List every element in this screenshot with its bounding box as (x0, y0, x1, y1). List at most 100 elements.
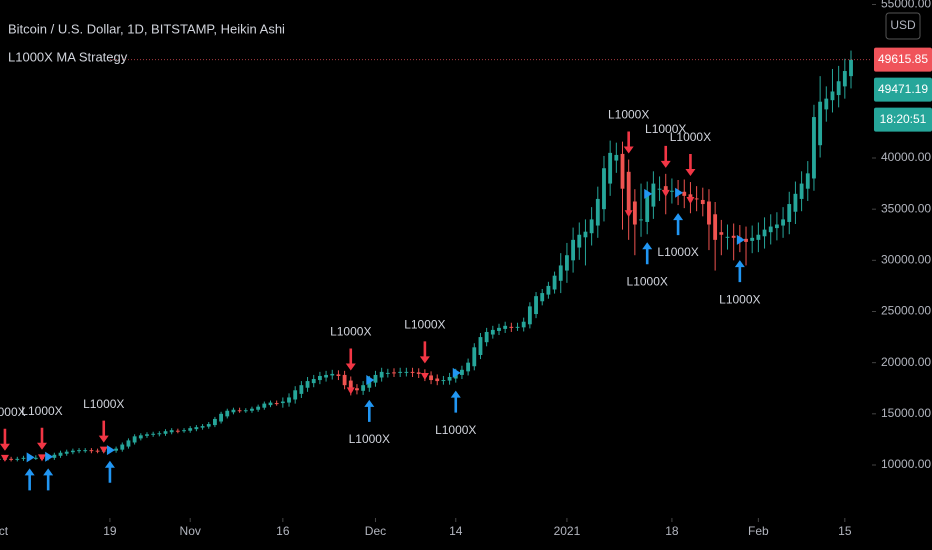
signal-label: L1000X (21, 404, 62, 418)
candle-body (95, 450, 100, 452)
candle-body (336, 374, 341, 376)
sell-arrow (685, 154, 696, 177)
sell-arrow (345, 348, 356, 371)
sell-marker (37, 454, 46, 462)
buy-marker (675, 187, 684, 198)
strategy-name: L1000X MA Strategy (8, 49, 128, 64)
candle-body (645, 193, 650, 222)
sell-marker (661, 189, 670, 197)
buy-marker (452, 367, 461, 378)
candle-body (429, 375, 433, 381)
sell-marker (99, 446, 108, 454)
candle-body (274, 403, 279, 405)
candle-body (342, 374, 347, 386)
countdown-tag (874, 107, 932, 132)
candle-body (250, 408, 254, 411)
candle-body (58, 452, 63, 456)
candle-body (175, 430, 180, 432)
sell-marker (0, 454, 9, 462)
candle-body (484, 331, 489, 343)
candle-body (546, 285, 551, 295)
candle-body (447, 376, 452, 381)
candle-body (626, 171, 631, 215)
currency-label[interactable]: USD (890, 18, 916, 32)
buy-arrow (104, 460, 115, 483)
candle-body (243, 410, 248, 412)
candle-body (521, 321, 526, 328)
candle-body (799, 183, 804, 199)
candle-body (639, 219, 643, 221)
candle-body (398, 371, 403, 373)
candle-body (70, 450, 75, 453)
candle-body (194, 427, 199, 430)
price-tag (874, 77, 932, 102)
candle-body (725, 236, 730, 238)
candle-body (293, 390, 298, 400)
signal-label: L1000X (404, 317, 445, 331)
candle-body (762, 229, 767, 237)
sell-arrow (98, 420, 109, 443)
candle-body (392, 372, 396, 374)
candle-body (138, 435, 143, 439)
candle-body (15, 458, 20, 460)
candle-body (64, 451, 69, 454)
candle-body (595, 198, 600, 226)
candle-body (774, 224, 779, 229)
candle-body (651, 183, 656, 207)
candle-body (157, 433, 162, 435)
candle-body (657, 188, 662, 190)
buy-marker (644, 188, 653, 199)
candle-body (824, 98, 829, 110)
candle-body (707, 201, 711, 225)
sell-arrow (0, 428, 10, 451)
candle-body (268, 402, 273, 406)
candle-body (330, 373, 335, 376)
sell-arrow (660, 145, 671, 168)
sell-marker (420, 372, 429, 380)
buy-arrow (642, 242, 653, 265)
candle-body (163, 431, 168, 434)
candle-body (515, 326, 520, 328)
currency-box[interactable] (885, 12, 921, 40)
candle-body (460, 369, 464, 375)
candle-body (744, 238, 748, 242)
candle-body (132, 436, 137, 443)
candle-body (830, 91, 835, 101)
chart-title: Bitcoin / U.S. Dollar, 1D, BITSTAMP, Hei… (8, 21, 285, 36)
candle-body (805, 173, 810, 189)
sell-marker (346, 387, 355, 395)
candle-body (466, 362, 471, 372)
candle-body (731, 235, 736, 238)
plot-area: L1000XL1000XL1000XL1000XL1000XL1000XL100… (0, 50, 872, 491)
candle-body (490, 329, 495, 335)
candle-body (534, 296, 538, 315)
candle-body (262, 403, 267, 408)
sell-arrow (36, 427, 47, 450)
candle-body (632, 201, 637, 225)
candle-body (77, 450, 81, 452)
signal-label: L1000X (349, 432, 390, 446)
candle-body (602, 168, 606, 210)
candle-body (348, 380, 353, 392)
candle-body (793, 193, 798, 212)
countdown-label: 18:20:51 (880, 112, 927, 126)
x-axis: Oct 19 Nov 16 Dec 14 2021 18 Feb 15 (0, 518, 852, 538)
signal-label: L1000X (627, 274, 668, 288)
candle-body (126, 440, 131, 447)
candle-body (188, 428, 193, 431)
price-tag (874, 47, 932, 72)
candle-body (756, 234, 761, 240)
candle-body (781, 219, 785, 226)
buy-arrow (364, 399, 375, 422)
y-tick-label: 35000.00 (881, 201, 931, 215)
candle-body (565, 255, 569, 271)
candle-body (311, 379, 316, 384)
candle-body (849, 59, 853, 77)
price-tag-label: 49615.85 (878, 52, 928, 66)
candle-body (200, 426, 205, 428)
candle-body (280, 401, 285, 404)
candle-body (305, 381, 310, 388)
buy-marker (736, 234, 745, 245)
